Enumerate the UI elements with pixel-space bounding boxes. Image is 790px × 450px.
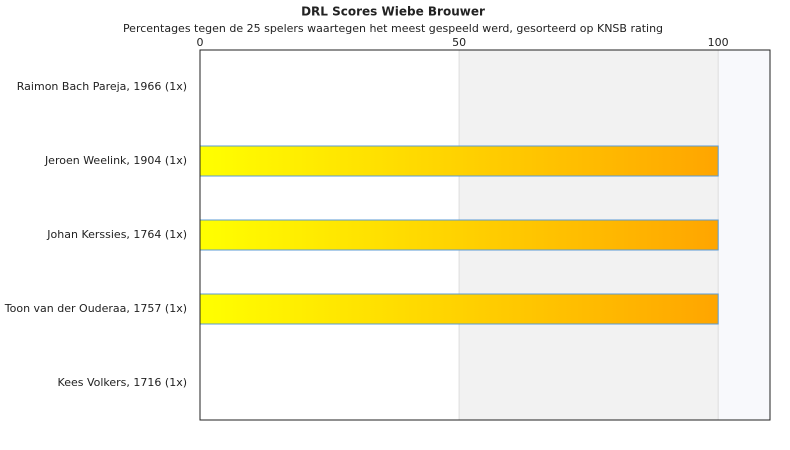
x-tick-label: 100 bbox=[708, 36, 729, 49]
plot-border bbox=[199, 49, 771, 421]
y-tick-label: Toon van der Ouderaa, 1757 (1x) bbox=[4, 302, 187, 315]
y-tick-label: Johan Kerssies, 1764 (1x) bbox=[46, 228, 187, 241]
chart-title: DRL Scores Wiebe Brouwer bbox=[301, 5, 485, 19]
x-tick-label: 50 bbox=[452, 36, 466, 49]
x-tick-label: 0 bbox=[197, 36, 204, 49]
y-tick-label: Raimon Bach Pareja, 1966 (1x) bbox=[17, 80, 187, 93]
chart-subtitle: Percentages tegen de 25 spelers waartege… bbox=[123, 22, 663, 35]
plot-band bbox=[718, 50, 770, 420]
y-tick-label: Jeroen Weelink, 1904 (1x) bbox=[44, 154, 187, 167]
bar bbox=[199, 219, 719, 251]
bar bbox=[199, 145, 719, 177]
y-tick-label: Kees Volkers, 1716 (1x) bbox=[58, 376, 187, 389]
bar bbox=[199, 293, 719, 325]
